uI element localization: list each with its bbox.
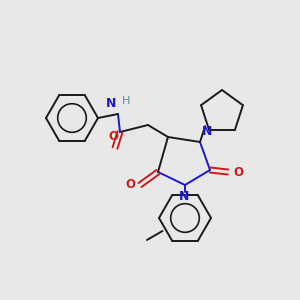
Text: N: N xyxy=(106,97,116,110)
Text: N: N xyxy=(202,125,212,138)
Text: N: N xyxy=(179,190,189,203)
Text: H: H xyxy=(122,96,130,106)
Text: O: O xyxy=(108,130,118,143)
Text: O: O xyxy=(125,178,135,191)
Text: O: O xyxy=(233,166,243,178)
